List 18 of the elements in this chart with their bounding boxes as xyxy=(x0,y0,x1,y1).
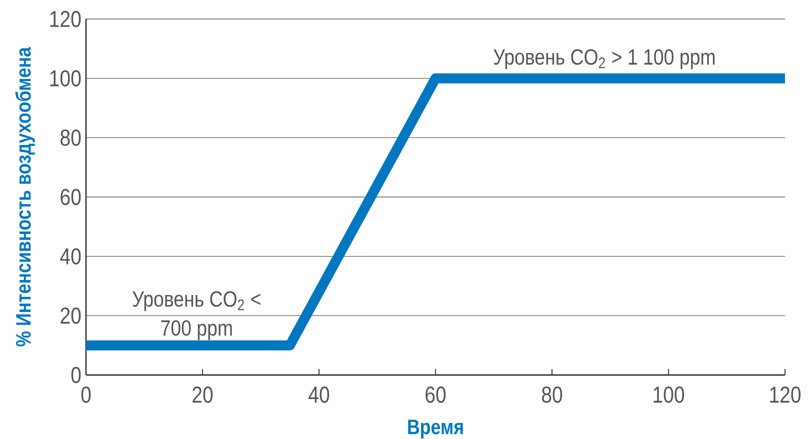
y-tick-label: 120 xyxy=(50,10,81,28)
x-tick-label: 80 xyxy=(542,386,562,403)
x-tick-label: 100 xyxy=(654,386,684,403)
y-tick-label: 100 xyxy=(50,70,81,86)
y-tick-label: 0 xyxy=(71,366,81,384)
y-tick-label: 20 xyxy=(60,308,81,324)
x-tick-label: 60 xyxy=(426,386,446,403)
x-tick-label: 0 xyxy=(81,386,91,403)
y-tick-label: 60 xyxy=(60,188,81,206)
y-tick-label: 40 xyxy=(60,248,81,264)
x-tick-label: 40 xyxy=(308,386,330,403)
annotation: Уровень CO$_{2}$ > 1 100 ppm xyxy=(494,49,715,70)
x-tick-label: 120 xyxy=(770,386,801,403)
x-tick-label: 20 xyxy=(192,386,213,403)
x-axis-title: Время xyxy=(408,420,463,438)
y-axis-title: % Интенсивность воздухообмена xyxy=(15,46,35,346)
y-tick-label: 80 xyxy=(60,130,81,146)
annotation: Уровень CO$_{2}$ < 700 ppm xyxy=(132,291,260,340)
